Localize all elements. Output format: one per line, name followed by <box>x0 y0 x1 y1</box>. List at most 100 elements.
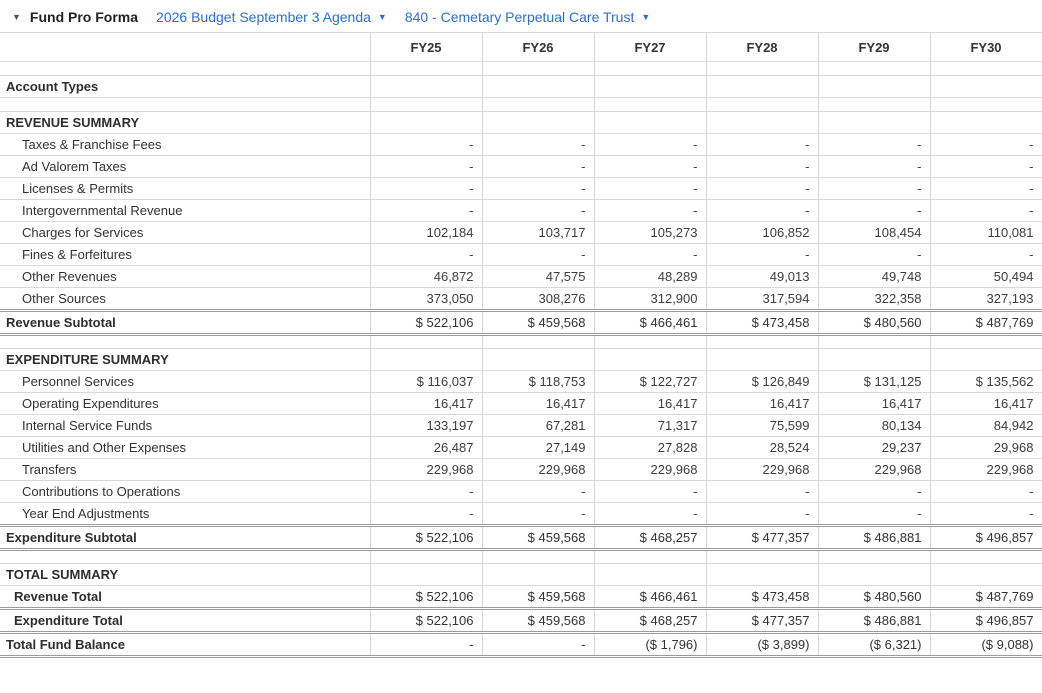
value-cell <box>705 111 819 134</box>
value-cell: - <box>929 502 1042 526</box>
column-header-fy28: FY28 <box>705 32 819 62</box>
value-cell: 106,852 <box>705 221 819 244</box>
value-cell: - <box>817 199 931 222</box>
row-label <box>0 97 371 112</box>
row-label: Expenditure Subtotal <box>0 524 371 551</box>
chevron-down-icon: ▼ <box>641 11 651 22</box>
collapse-caret-icon[interactable]: ▼ <box>12 11 21 22</box>
value-cell: - <box>929 177 1042 200</box>
value-cell <box>593 111 707 134</box>
value-cell <box>369 334 483 349</box>
value-cell: - <box>481 631 595 658</box>
table-row: Contributions to Operations - - - - - - <box>0 480 1042 503</box>
chevron-down-icon: ▼ <box>377 11 387 22</box>
value-cell: 16,417 <box>705 392 819 415</box>
value-cell: - <box>369 177 483 200</box>
value-cell: - <box>369 155 483 178</box>
value-cell: ($ 9,088) <box>929 631 1042 658</box>
value-cell: - <box>481 177 595 200</box>
value-cell: 317,594 <box>705 287 819 311</box>
budget-dropdown-label: 2026 Budget September 3 Agenda <box>156 9 371 25</box>
row-label: Internal Service Funds <box>0 414 371 437</box>
value-cell <box>369 549 483 564</box>
value-cell: $ 496,857 <box>929 524 1042 551</box>
value-cell <box>817 97 931 112</box>
value-cell <box>593 348 707 371</box>
value-cell: $ 522,106 <box>369 309 483 336</box>
value-cell <box>817 563 931 586</box>
value-cell: $ 522,106 <box>369 585 483 610</box>
value-cell: 28,524 <box>705 436 819 459</box>
row-label: Personnel Services <box>0 370 371 393</box>
budget-dropdown[interactable]: 2026 Budget September 3 Agenda ▼ <box>156 9 387 25</box>
value-cell: 48,289 <box>593 265 707 288</box>
value-cell: $ 486,881 <box>817 524 931 551</box>
value-cell: - <box>369 199 483 222</box>
value-cell: $ 487,769 <box>929 309 1042 336</box>
value-cell: 16,417 <box>481 392 595 415</box>
spacer-row <box>0 61 1042 76</box>
value-cell <box>705 348 819 371</box>
table-row: Internal Service Funds 133,197 67,281 71,31… <box>0 414 1042 437</box>
value-cell <box>481 61 595 76</box>
toolbar: ▼ Fund Pro Forma 2026 Budget September 3… <box>0 0 1042 32</box>
row-label: EXPENDITURE SUMMARY <box>0 348 371 371</box>
value-cell: - <box>817 155 931 178</box>
value-cell: $ 477,357 <box>705 608 819 634</box>
table-row: Revenue Subtotal $ 522,106 $ 459,568 $ 466,… <box>0 309 1042 336</box>
value-cell: 108,454 <box>817 221 931 244</box>
value-cell <box>369 75 483 98</box>
value-cell: ($ 6,321) <box>817 631 931 658</box>
column-header-fy30: FY30 <box>929 32 1042 62</box>
table-row: Ad Valorem Taxes - - - - - - <box>0 155 1042 178</box>
value-cell <box>929 61 1042 76</box>
table-row: TOTAL SUMMARY <box>0 563 1042 586</box>
table-row: EXPENDITURE SUMMARY <box>0 348 1042 371</box>
value-cell: $ 459,568 <box>481 309 595 336</box>
value-cell: - <box>481 480 595 503</box>
value-cell: 46,872 <box>369 265 483 288</box>
value-cell: 229,968 <box>481 458 595 481</box>
value-cell: - <box>705 133 819 156</box>
value-cell <box>593 97 707 112</box>
table-row: Charges for Services 102,184 103,717 105,27… <box>0 221 1042 244</box>
value-cell <box>481 549 595 564</box>
pro-forma-table-body: Account Types REVENUE SUMMARY Taxes & Fran… <box>0 61 1042 658</box>
value-cell: - <box>593 177 707 200</box>
row-label: TOTAL SUMMARY <box>0 563 371 586</box>
value-cell: 50,494 <box>929 265 1042 288</box>
value-cell: $ 522,106 <box>369 608 483 634</box>
value-cell <box>817 549 931 564</box>
value-cell: 133,197 <box>369 414 483 437</box>
table-header-row: FY25 FY26 FY27 FY28 FY29 FY30 <box>0 32 1042 62</box>
row-label: Licenses & Permits <box>0 177 371 200</box>
label-column-header <box>0 32 371 62</box>
value-cell <box>369 61 483 76</box>
column-header-fy27: FY27 <box>593 32 707 62</box>
value-cell <box>705 549 819 564</box>
value-cell: $ 459,568 <box>481 585 595 610</box>
row-label <box>0 334 371 349</box>
value-cell: 110,081 <box>929 221 1042 244</box>
value-cell: - <box>593 133 707 156</box>
row-label: REVENUE SUMMARY <box>0 111 371 134</box>
table-row: Intergovernmental Revenue - - - - - - <box>0 199 1042 222</box>
value-cell: 67,281 <box>481 414 595 437</box>
value-cell <box>593 75 707 98</box>
row-label <box>0 61 371 76</box>
fund-dropdown[interactable]: 840 - Cemetary Perpetual Care Trust ▼ <box>405 9 650 25</box>
value-cell: 27,149 <box>481 436 595 459</box>
row-label: Utilities and Other Expenses <box>0 436 371 459</box>
value-cell: $ 131,125 <box>817 370 931 393</box>
spacer-row <box>0 334 1042 349</box>
value-cell: - <box>817 243 931 266</box>
value-cell <box>481 334 595 349</box>
value-cell: - <box>481 133 595 156</box>
fund-dropdown-label: 840 - Cemetary Perpetual Care Trust <box>404 9 635 25</box>
value-cell: - <box>705 155 819 178</box>
value-cell <box>481 75 595 98</box>
value-cell: - <box>369 133 483 156</box>
value-cell: $ 466,461 <box>593 585 707 610</box>
table-row: Total Fund Balance - - ($ 1,796) ($ 3,899) ($… <box>0 631 1042 658</box>
